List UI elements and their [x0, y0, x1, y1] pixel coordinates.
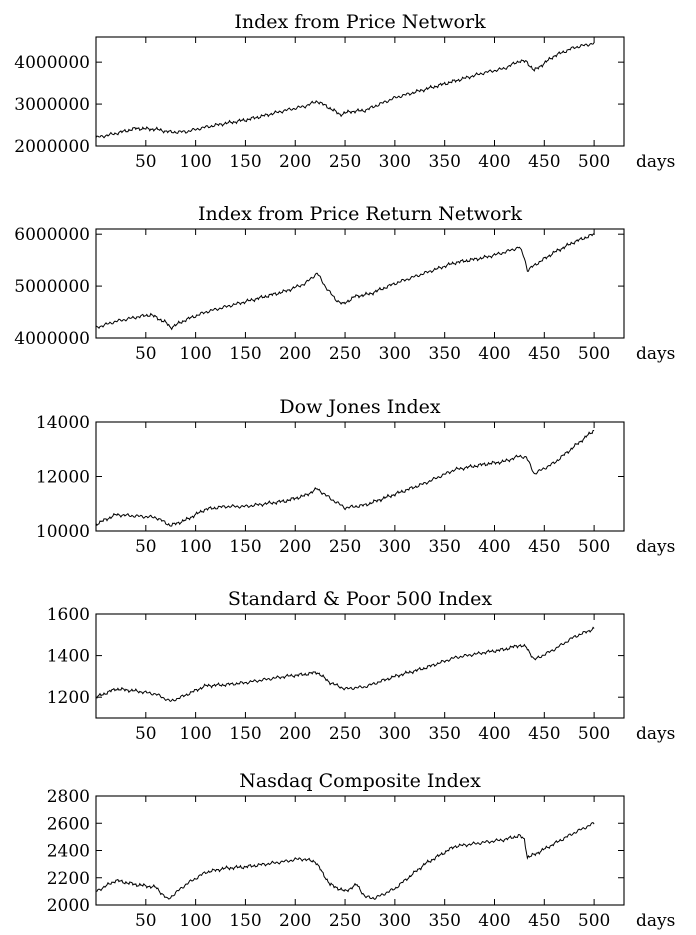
x-tick-label: 500	[578, 724, 610, 744]
x-tick-label: 350	[428, 911, 460, 931]
x-tick-label: 150	[229, 344, 261, 364]
x-tick-label: 100	[179, 344, 211, 364]
y-tick-label: 14000	[36, 413, 90, 433]
x-tick-label: 300	[379, 911, 411, 931]
y-tick-label: 6000000	[14, 225, 90, 245]
x-tick-label: 400	[478, 724, 510, 744]
x-tick-label: 100	[179, 911, 211, 931]
x-tick-label: 250	[329, 152, 361, 172]
x-unit-label: days	[636, 344, 675, 364]
x-tick-label: 400	[478, 344, 510, 364]
plot-frame	[95, 421, 625, 532]
x-tick-label: 400	[478, 537, 510, 557]
x-tick-label: 250	[329, 344, 361, 364]
x-tick-label: 200	[279, 724, 311, 744]
x-tick-label: 450	[528, 537, 560, 557]
y-tick-label: 10000	[36, 522, 90, 542]
x-tick-label: 350	[428, 152, 460, 172]
chart-panel-4: Standard & Poor 500 Index 50 100 150 200 250 3…	[47, 588, 676, 744]
x-tick-label: 350	[428, 537, 460, 557]
x-tick-label: 200	[279, 537, 311, 557]
x-tick-label: 350	[428, 344, 460, 364]
x-tick-label: 200	[279, 344, 311, 364]
chart-title: Standard & Poor 500 Index	[228, 588, 492, 610]
y-tick-label: 2200	[47, 869, 90, 889]
x-tick-label: 300	[379, 537, 411, 557]
x-tick-label: 100	[179, 537, 211, 557]
x-unit-label: days	[636, 152, 675, 172]
plot-frame	[95, 228, 625, 339]
series-line	[95, 430, 595, 527]
plot-frame	[95, 36, 625, 147]
y-tick-label: 12000	[36, 468, 90, 488]
x-tick-label: 500	[578, 537, 610, 557]
x-tick-label: 200	[279, 152, 311, 172]
x-tick-label: 450	[528, 724, 560, 744]
chart-panel-1: Index from Price Network 50 100 150 200 250 30…	[14, 11, 675, 172]
y-tick-label: 3000000	[14, 95, 90, 115]
chart-panel-2: Index from Price Return Network 50 100 150 2…	[14, 203, 675, 364]
chart-title: Index from Price Network	[234, 11, 486, 33]
y-tick-label: 1600	[47, 605, 90, 625]
x-tick-label: 50	[135, 911, 157, 931]
x-tick-label: 250	[329, 537, 361, 557]
x-tick-label: 50	[135, 537, 157, 557]
x-tick-label: 400	[478, 911, 510, 931]
x-tick-label: 450	[528, 911, 560, 931]
x-tick-label: 200	[279, 911, 311, 931]
x-tick-label: 250	[329, 911, 361, 931]
y-tick-label: 4000000	[14, 53, 90, 73]
x-tick-label: 500	[578, 344, 610, 364]
x-tick-label: 150	[229, 537, 261, 557]
series-line	[96, 822, 595, 901]
x-tick-label: 50	[135, 344, 157, 364]
y-tick-label: 2000	[47, 896, 90, 916]
x-tick-label: 100	[179, 724, 211, 744]
chart-panel-5: Nasdaq Composite Index 50 100 150 200 250 300 3…	[47, 770, 676, 931]
x-tick-label: 50	[135, 724, 157, 744]
x-tick-label: 250	[329, 724, 361, 744]
series-line	[95, 233, 595, 331]
y-tick-label: 2600	[47, 814, 90, 834]
series-line	[95, 626, 595, 703]
x-tick-label: 350	[428, 724, 460, 744]
y-tick-label: 4000000	[14, 329, 90, 349]
x-unit-label: days	[636, 911, 675, 931]
x-tick-label: 100	[179, 152, 211, 172]
x-unit-label: days	[636, 724, 675, 744]
x-tick-label: 450	[528, 344, 560, 364]
x-tick-label: 150	[229, 724, 261, 744]
plot-frame	[95, 613, 625, 719]
chart-panel-3: Dow Jones Index 50 100 150 200 250 300 350 400 45…	[36, 396, 675, 557]
y-tick-label: 5000000	[14, 277, 90, 297]
chart-title: Nasdaq Composite Index	[239, 770, 481, 792]
chart-title: Index from Price Return Network	[198, 203, 522, 225]
x-tick-label: 300	[379, 724, 411, 744]
y-tick-label: 2800	[47, 787, 90, 807]
x-tick-label: 500	[578, 911, 610, 931]
x-tick-label: 150	[229, 152, 261, 172]
chart-title: Dow Jones Index	[279, 396, 440, 418]
x-tick-label: 300	[379, 152, 411, 172]
series-line	[95, 42, 595, 139]
x-tick-label: 150	[229, 911, 261, 931]
x-unit-label: days	[636, 537, 675, 557]
y-tick-label: 2400	[47, 842, 90, 862]
x-tick-label: 400	[478, 152, 510, 172]
x-tick-label: 500	[578, 152, 610, 172]
y-tick-label: 2000000	[14, 137, 90, 157]
x-tick-label: 450	[528, 152, 560, 172]
y-tick-label: 1200	[47, 688, 90, 708]
y-tick-label: 1400	[47, 647, 90, 667]
x-tick-label: 50	[135, 152, 157, 172]
x-tick-label: 300	[379, 344, 411, 364]
